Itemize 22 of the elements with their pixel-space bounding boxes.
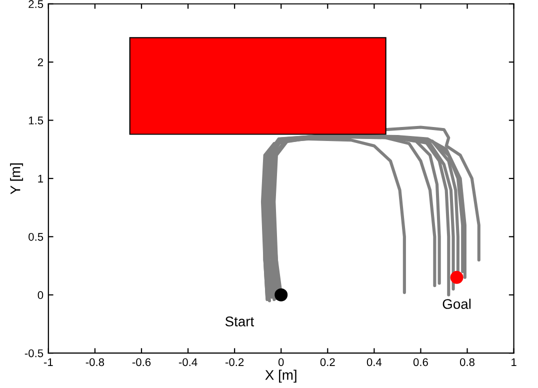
x-axis-title: X [m] [265, 370, 296, 383]
y-tick-label: -0.5 [24, 349, 44, 358]
annotation: Start [225, 316, 254, 326]
x-tick-label: 1 [512, 358, 516, 366]
y-tick-label: 1 [38, 174, 44, 183]
y-tick-label: 0 [38, 291, 44, 300]
y-axis-title: Y [m] [10, 163, 24, 194]
x-tick-label: -1 [44, 358, 53, 366]
x-tick-label: -0.4 [178, 358, 198, 366]
x-tick-label: -0.6 [132, 358, 151, 366]
y-tick-label: 1.5 [28, 116, 44, 124]
annotation: Goal [442, 298, 471, 309]
y-tick-label: 2.5 [28, 0, 44, 8]
x-tick-label: 0.8 [460, 358, 474, 366]
x-tick-label: 0.6 [413, 358, 428, 366]
x-tick-label: 0.4 [366, 358, 382, 366]
y-tick-label: 0.5 [28, 232, 44, 241]
x-tick-label: 0 [278, 358, 284, 366]
x-tick-label: -0.8 [86, 358, 104, 366]
y-tick-label: 2 [38, 58, 43, 66]
x-tick-label: 0.2 [320, 358, 335, 366]
x-tick-label: -0.2 [225, 358, 244, 366]
